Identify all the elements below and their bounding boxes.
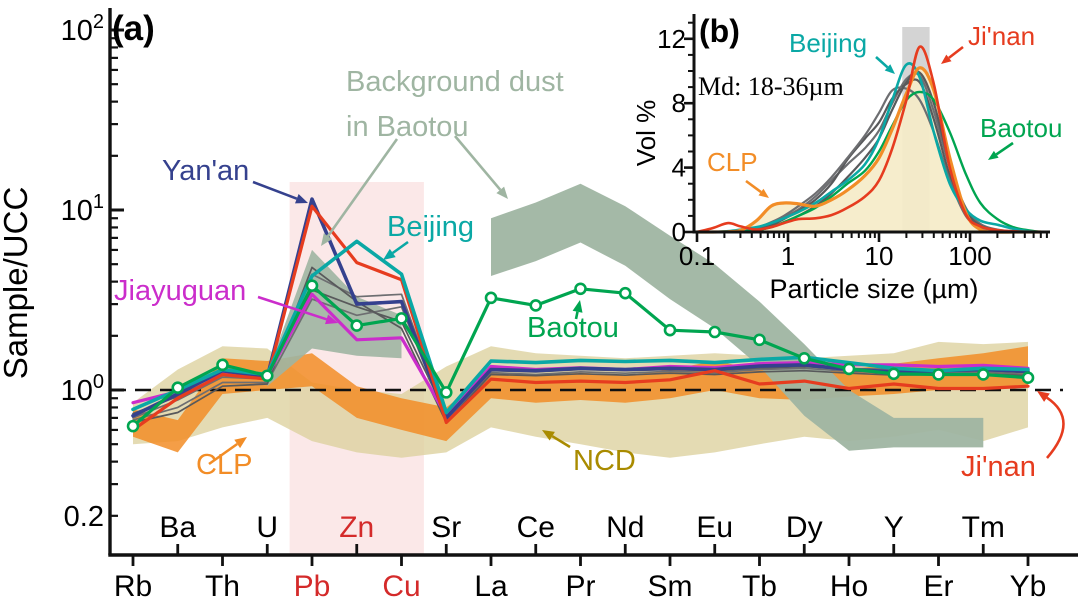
element-label-Ce: Ce — [517, 511, 555, 544]
series-beijing — [131, 239, 1030, 415]
background-dust-arrow-1 — [321, 138, 399, 246]
svg-text:102: 102 — [61, 11, 104, 47]
y-axis-title-sample-ucc: Sample/UCC — [0, 187, 34, 380]
clp-b-label: CLP — [707, 147, 758, 177]
series-baotou — [126, 279, 1035, 433]
svg-text:0.1: 0.1 — [679, 241, 715, 271]
element-label-Eu: Eu — [696, 511, 733, 544]
element-label-Nd: Nd — [606, 511, 644, 544]
element-label-Th: Th — [205, 570, 240, 603]
series-ji-nan — [131, 204, 1030, 432]
panel-a-axes — [108, 8, 1078, 557]
element-label-Pr: Pr — [566, 570, 596, 603]
element-label-Cu: Cu — [382, 570, 420, 603]
jinan-a-label: Ji'nan — [961, 451, 1036, 483]
jinan-b-label: Ji'nan — [968, 21, 1036, 51]
element-label-Zn: Zn — [339, 511, 374, 544]
ncd-label: NCD — [573, 445, 636, 477]
element-label-Sm: Sm — [648, 570, 693, 603]
element-label-Ba: Ba — [159, 511, 196, 544]
band-background-dust-in-baotou-ree- — [491, 183, 984, 451]
element-label-Tb: Tb — [742, 570, 777, 603]
ncd-arrow — [542, 430, 571, 449]
panel-a-ytick-labels: 102 101 100 0.2 — [61, 11, 104, 533]
baotou-a-label: Baotou — [527, 312, 619, 344]
svg-text:0.2: 0.2 — [64, 501, 104, 533]
panel-a-label: (a) — [112, 9, 155, 48]
x-axis-title-particle-size: Particle size (µm) — [769, 274, 978, 304]
beijing-a-label: Beijing — [387, 211, 475, 243]
panel-b-axes — [684, 14, 1050, 242]
svg-text:8: 8 — [672, 88, 686, 118]
jiayuguan-label: Jiayuguan — [114, 275, 247, 307]
baotou-a-arrow — [572, 300, 583, 320]
element-label-U: U — [256, 511, 278, 544]
size-curve-clp — [695, 66, 1043, 234]
panel-b-tick-labels: 0 4 8 12 0.1 1 10 100 — [657, 24, 992, 271]
clp-a-label: CLP — [196, 449, 253, 481]
element-label-Ho: Ho — [830, 570, 868, 603]
element-label-Pb: Pb — [294, 570, 331, 603]
panel-b-label: (b) — [699, 13, 740, 49]
yanan-label: Yan'an — [162, 155, 250, 187]
svg-text:100: 100 — [61, 371, 104, 407]
element-label-Tm: Tm — [962, 511, 1005, 544]
size-curve-ji-nan — [695, 45, 1043, 234]
size-curve-beijing — [695, 62, 1043, 234]
background-dust-arrow-2 — [454, 135, 508, 199]
element-label-Rb: Rb — [114, 570, 152, 603]
y-axis-title-vol-pct: Vol % — [631, 100, 661, 167]
jiayuguan-arrow — [257, 295, 338, 325]
svg-text:0: 0 — [672, 217, 686, 247]
element-label-Y: Y — [884, 511, 904, 544]
svg-text:100: 100 — [948, 241, 991, 271]
svg-text:1: 1 — [781, 241, 795, 271]
beijing-b-label: Beijing — [789, 28, 868, 58]
background-dust-label: Background dust in Baotou — [346, 66, 564, 143]
svg-text:101: 101 — [61, 191, 104, 227]
clp-b-arrow — [745, 179, 769, 198]
element-label-Dy: Dy — [786, 511, 823, 544]
svg-text:10: 10 — [865, 241, 894, 271]
clp-a-arrow — [208, 437, 247, 466]
beijing-a-arrow — [383, 240, 409, 260]
svg-text:4: 4 — [672, 153, 686, 183]
element-label-Er: Er — [924, 570, 954, 603]
element-label-Sr: Sr — [431, 511, 461, 544]
element-label-La: La — [474, 570, 508, 603]
jinan-b-arrow — [941, 45, 964, 64]
jinan-a-arrow — [1037, 391, 1065, 459]
beijing-b-arrow — [875, 56, 895, 74]
yanan-arrow — [252, 180, 308, 204]
baotou-b-arrow — [988, 141, 1014, 160]
panel-b-inset-chart: Vol % Particle size (µm) 0 4 8 12 0.1 1 10 100 — [631, 14, 1050, 304]
baotou-b-label: Baotou — [980, 113, 1063, 143]
md-annotation: Md: 18-36µm — [698, 72, 844, 101]
svg-text:12: 12 — [657, 24, 686, 54]
element-label-Yb: Yb — [1010, 570, 1047, 603]
